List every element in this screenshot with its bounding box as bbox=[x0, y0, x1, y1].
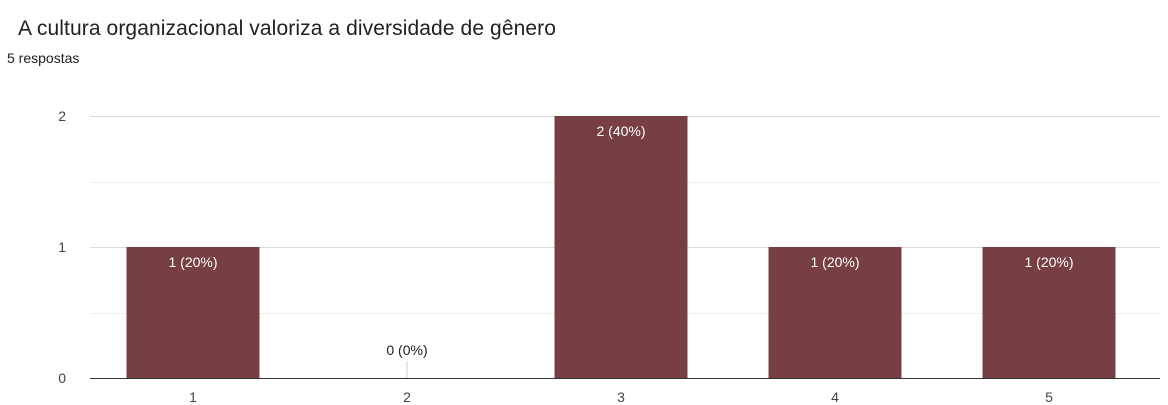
data-label: 2 (40%) bbox=[596, 123, 645, 139]
x-tick-label: 2 bbox=[403, 389, 411, 405]
y-tick-label: 2 bbox=[58, 108, 66, 124]
bar bbox=[554, 116, 688, 378]
x-tick-label: 4 bbox=[831, 389, 839, 405]
chart-title: A cultura organizacional valoriza a dive… bbox=[18, 17, 557, 40]
x-tick-label: 5 bbox=[1045, 389, 1053, 405]
axes: 0 1 2 1 2 3 4 5 bbox=[58, 108, 1160, 405]
bar bbox=[126, 247, 260, 378]
response-count: 5 respostas bbox=[7, 50, 80, 66]
x-tick-label: 1 bbox=[189, 389, 197, 405]
y-tick-label: 1 bbox=[58, 239, 66, 255]
bars bbox=[126, 116, 1116, 378]
data-labels: 1 (20%) 0 (0%) 2 (40%) 1 (20%) 1 (20%) bbox=[168, 123, 1073, 358]
bar bbox=[768, 247, 902, 378]
data-label: 1 (20%) bbox=[168, 254, 217, 270]
bar bbox=[982, 247, 1116, 378]
data-label: 1 (20%) bbox=[810, 254, 859, 270]
x-tick-label: 3 bbox=[617, 389, 625, 405]
data-label: 0 (0%) bbox=[386, 342, 427, 358]
y-tick-label: 0 bbox=[58, 370, 66, 386]
data-label: 1 (20%) bbox=[1024, 254, 1073, 270]
